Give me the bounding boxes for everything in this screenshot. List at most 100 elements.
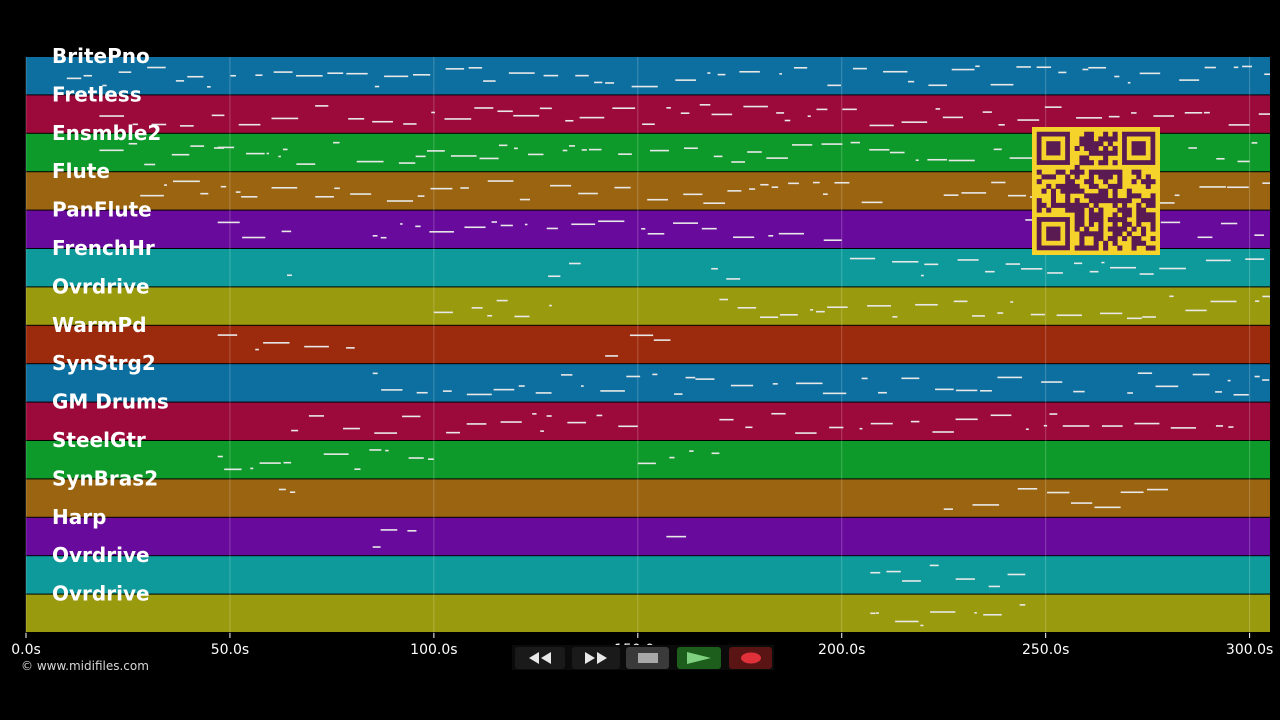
note-mark xyxy=(187,75,204,78)
track-label: Flute xyxy=(52,159,110,183)
note-mark xyxy=(1242,65,1253,68)
time-grid xyxy=(25,57,1251,633)
note-mark xyxy=(1088,66,1107,69)
qr-module xyxy=(1098,150,1104,156)
note-mark xyxy=(861,201,883,204)
note-mark xyxy=(500,224,513,227)
qr-module xyxy=(1145,245,1151,251)
qr-module xyxy=(1079,202,1085,208)
qr-module xyxy=(1046,174,1052,180)
qr-module xyxy=(1136,202,1142,208)
qr-module xyxy=(1098,212,1104,218)
note-mark xyxy=(1005,263,1021,265)
note-mark xyxy=(869,124,894,127)
note-mark xyxy=(859,427,863,430)
note-mark xyxy=(372,235,378,237)
note-mark xyxy=(730,384,754,387)
qr-module xyxy=(1079,188,1085,194)
play-button[interactable] xyxy=(677,647,721,669)
qr-module xyxy=(1126,188,1132,194)
rewind-button[interactable] xyxy=(515,647,565,669)
note-mark xyxy=(1041,381,1063,383)
qr-module xyxy=(1126,198,1132,204)
note-mark xyxy=(1044,106,1062,108)
note-mark xyxy=(1139,273,1154,275)
note-mark xyxy=(793,67,808,69)
note-mark xyxy=(1185,309,1207,312)
qr-module xyxy=(1098,221,1104,227)
note-mark xyxy=(719,418,734,421)
note-mark xyxy=(726,278,741,280)
note-mark xyxy=(788,182,799,185)
fast-forward-button[interactable] xyxy=(572,647,620,669)
note-mark xyxy=(144,163,156,166)
qr-module xyxy=(1093,198,1099,204)
track-lane xyxy=(26,517,1270,556)
note-mark xyxy=(281,230,292,233)
note-mark xyxy=(867,305,892,307)
qr-module xyxy=(1093,217,1099,223)
note-mark xyxy=(791,144,813,146)
qr-module xyxy=(1050,198,1057,204)
qr-module xyxy=(1145,174,1151,180)
tick-label: 200.0s xyxy=(818,642,865,658)
note-mark xyxy=(346,72,368,75)
qr-module xyxy=(1093,236,1099,242)
note-mark xyxy=(733,236,755,239)
note-mark xyxy=(1179,79,1200,81)
tick-label: 300.0s xyxy=(1226,642,1273,658)
qr-module xyxy=(1103,136,1109,142)
qr-module xyxy=(1088,198,1094,204)
qr-module xyxy=(1131,179,1137,185)
qr-module xyxy=(1117,207,1123,213)
qr-module xyxy=(1141,207,1147,213)
note-mark xyxy=(524,223,528,226)
stop-button[interactable] xyxy=(626,647,669,669)
note-mark xyxy=(348,118,365,120)
qr-module xyxy=(1098,217,1104,223)
track-lane xyxy=(26,364,1270,402)
note-mark xyxy=(703,202,726,205)
qr-module xyxy=(1088,212,1094,218)
note-mark xyxy=(255,348,259,351)
note-mark xyxy=(565,119,574,122)
note-mark xyxy=(1237,160,1250,163)
note-mark xyxy=(612,107,636,109)
qr-module xyxy=(1112,150,1118,156)
qr-module xyxy=(1145,202,1151,208)
note-mark xyxy=(519,198,530,201)
qr-module xyxy=(1036,198,1042,204)
qr-module xyxy=(1036,169,1042,175)
qr-module xyxy=(1122,207,1128,213)
note-mark xyxy=(171,153,190,156)
qr-module xyxy=(1098,236,1104,242)
note-mark xyxy=(1056,314,1082,317)
note-mark xyxy=(532,413,537,415)
note-mark xyxy=(901,121,928,123)
track-lane xyxy=(26,249,1270,287)
note-mark xyxy=(224,468,242,471)
record-button[interactable] xyxy=(729,647,772,669)
qr-module xyxy=(1084,226,1090,232)
qr-module xyxy=(1093,145,1099,152)
note-mark xyxy=(1169,295,1174,298)
qr-module xyxy=(1136,193,1142,199)
qr-module xyxy=(1055,202,1061,208)
qr-module xyxy=(1093,141,1099,147)
qr-module xyxy=(1112,145,1118,152)
qr-module xyxy=(1103,155,1109,161)
note-mark xyxy=(190,145,205,147)
note-mark xyxy=(930,611,956,613)
note-mark xyxy=(778,232,805,235)
note-mark xyxy=(1019,604,1026,606)
qr-module xyxy=(1074,174,1080,180)
note-mark xyxy=(543,74,559,77)
qr-module xyxy=(1079,231,1085,237)
note-mark xyxy=(575,74,589,77)
note-mark xyxy=(433,311,453,314)
qr-module xyxy=(1050,202,1057,208)
qr-module xyxy=(1103,240,1109,246)
track-lane xyxy=(26,556,1270,594)
note-mark xyxy=(1262,295,1270,298)
note-mark xyxy=(974,611,977,614)
